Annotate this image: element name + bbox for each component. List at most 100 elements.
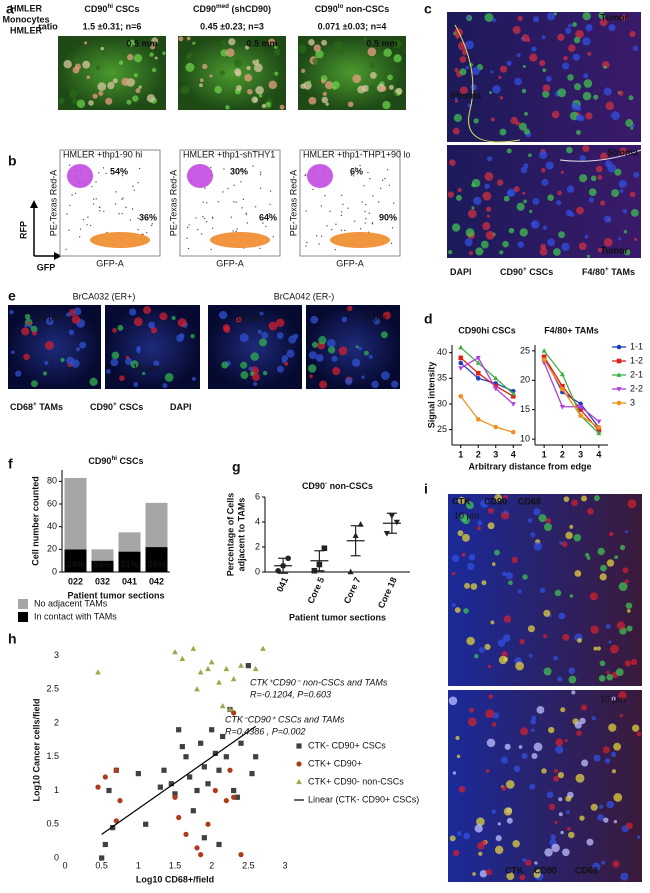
y-tick-label: 15 [520,404,530,414]
cell [575,773,585,783]
gate-percent: 30% [230,166,248,176]
event [233,184,235,187]
row-label: Monocytes [2,14,49,24]
cell [247,89,253,95]
cell [618,90,624,96]
cell [46,317,54,326]
cell [608,723,617,732]
cell [122,52,126,56]
event [369,177,371,180]
cell [133,382,139,387]
cell [151,37,159,45]
marker [475,370,481,376]
cell [357,85,366,94]
cell [605,101,615,111]
ratio-value: 1.5 ±0.31; n=6 [83,21,142,31]
event [259,171,262,173]
event [392,202,395,204]
cell [199,83,203,88]
event [125,206,127,209]
cell [214,85,222,94]
cell [608,24,616,32]
event [222,191,224,193]
cell [95,65,101,71]
stain-legend-part: DAPI [170,402,192,412]
x-tick-label: 1 [136,860,141,870]
cell [261,103,267,109]
cell [527,38,531,42]
legend-label: CTK+ CD90- non-CSCs [308,776,404,786]
cell [462,516,470,525]
column-title-part: CSCs [113,4,140,14]
cell [117,324,124,331]
cell [553,12,557,16]
cell [626,822,633,830]
cell [490,620,495,625]
event [353,220,356,222]
event [394,216,396,219]
cell [92,93,98,99]
cell [495,835,502,842]
cell [555,200,562,206]
cell [522,858,527,862]
event [372,195,374,197]
chart-title-part: CSCs [117,456,144,466]
cell [369,72,377,79]
event [74,192,77,195]
cell [494,549,500,556]
column-title-part: med [216,3,229,10]
cell [529,53,538,62]
marker [223,665,230,672]
marker [596,427,602,433]
cell [382,311,391,320]
cell [520,727,529,736]
cell [484,643,491,651]
cell [533,742,543,752]
cell [630,208,639,217]
cell [498,75,502,79]
cell [608,640,612,644]
cell [586,838,594,846]
cell [553,248,561,256]
event [202,201,204,203]
cell [631,724,640,732]
cell [308,39,315,46]
x-tick-label: 3 [578,449,583,459]
cell [452,771,457,775]
event [306,241,308,244]
cell [462,533,470,542]
cell [15,370,22,377]
event [66,213,68,215]
scale-bar-label: 0.5 mm [126,38,157,48]
cell [455,194,462,201]
x-tick-label: 2 [476,449,481,459]
cell [541,178,549,186]
cell [187,52,193,58]
column-title-part: lo [338,3,344,10]
event [146,232,148,234]
event [186,226,189,229]
cell [66,312,71,317]
stain-legend-part: + [113,401,117,408]
cell [598,804,604,809]
cell [222,324,230,332]
cell [474,653,479,659]
event [377,201,380,203]
cell [547,238,555,247]
stain-legend-part: DAPI [450,267,472,277]
event [86,224,88,226]
scale-bar-label: 10 µm [36,312,61,322]
cell [380,331,388,339]
cell [496,179,504,186]
event [232,230,234,232]
event [354,167,357,169]
event [259,173,262,176]
cell [221,361,229,369]
cell [532,16,540,23]
y-tick-label: 6 [255,491,260,501]
cell [393,92,398,96]
stain-legend: CD90 [534,865,557,875]
cell [587,51,592,56]
cell [555,738,564,747]
event [254,206,257,208]
